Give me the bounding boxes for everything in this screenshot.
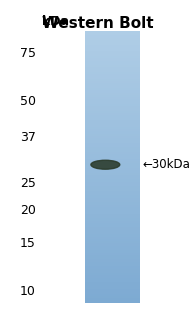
Text: kDa: kDa (42, 15, 69, 28)
Text: ←30kDa: ←30kDa (143, 158, 190, 171)
Ellipse shape (91, 160, 120, 169)
Text: Western Bolt: Western Bolt (42, 16, 154, 31)
